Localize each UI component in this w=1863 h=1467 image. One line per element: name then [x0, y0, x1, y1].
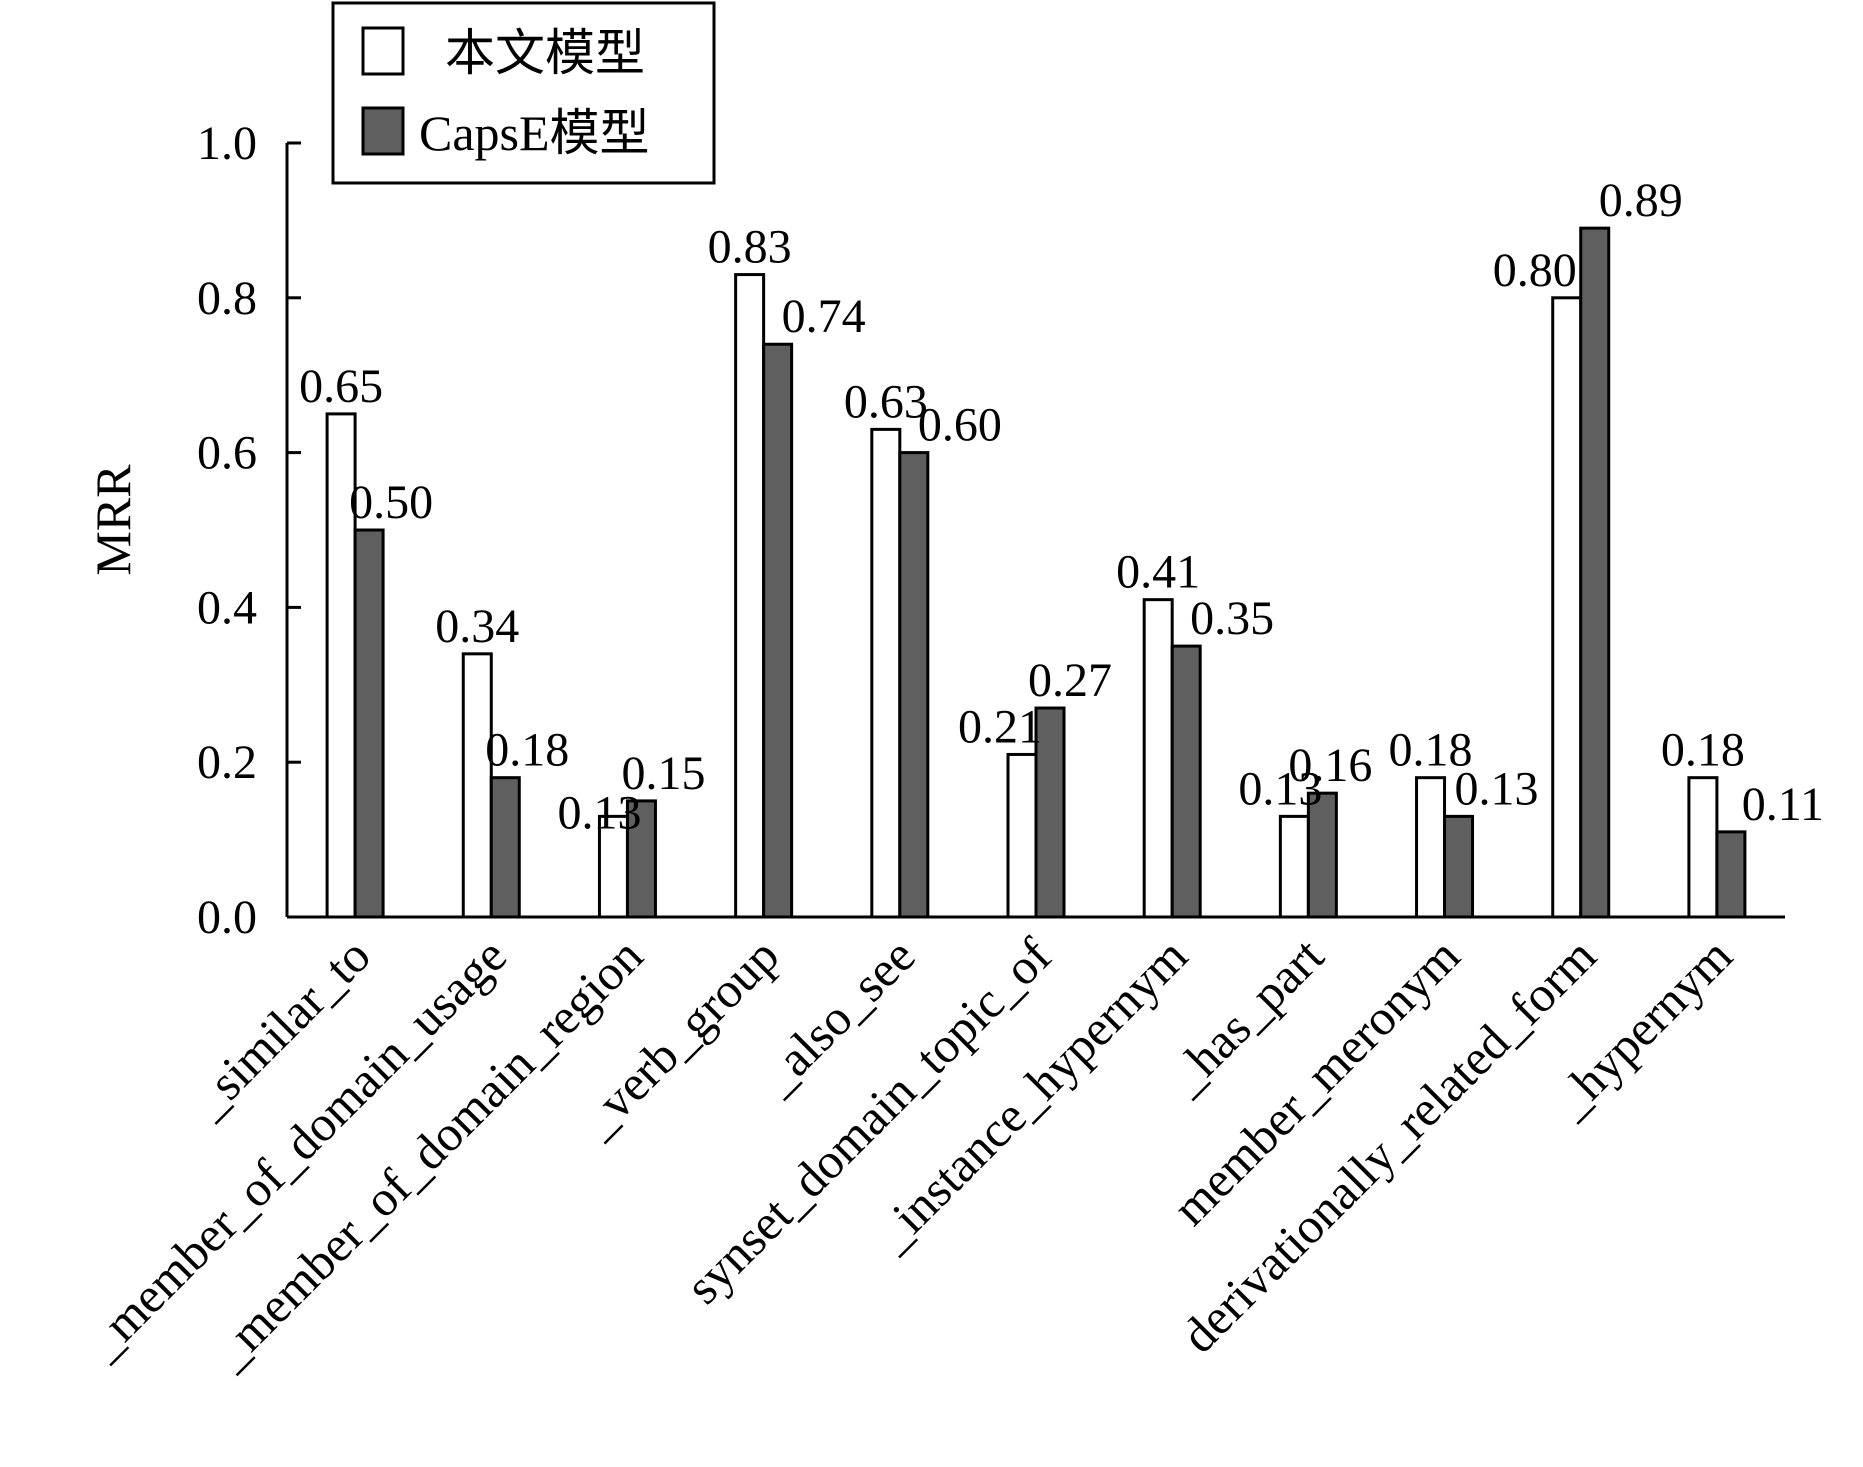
bar-series-2-9	[1579, 226, 1611, 919]
y-tick-label-5: 1.0	[197, 117, 257, 170]
legend-swatch-series-1	[361, 26, 405, 76]
bar-series-2-0	[353, 528, 385, 919]
data-label-series-2-9: 0.89	[1599, 174, 1683, 227]
data-label-series-2-3: 0.74	[782, 290, 866, 343]
data-label-series-2-7: 0.16	[1288, 739, 1372, 792]
bar-series-2-7	[1306, 791, 1338, 919]
bar-series-1-1	[461, 652, 493, 919]
bar-series-2-8	[1443, 814, 1475, 919]
data-label-series-1-2: 0.13	[557, 786, 641, 839]
y-ticks: 0.0 0.2 0.4 0.6 0.8 1.0	[197, 117, 301, 944]
data-label-series-2-0: 0.50	[349, 476, 433, 529]
bar-series-2-4	[898, 451, 930, 919]
bars	[325, 226, 1747, 919]
y-tick-label-1: 0.2	[197, 736, 257, 789]
data-label-series-1-0: 0.65	[299, 360, 383, 413]
y-tick-label-0: 0.0	[197, 891, 257, 944]
bar-series-2-3	[762, 342, 794, 919]
legend: 本文模型 CapsE模型	[331, 1, 716, 185]
data-label-series-2-10: 0.11	[1742, 778, 1824, 831]
bar-series-1-4	[870, 427, 902, 919]
bar-series-2-5	[1034, 706, 1066, 919]
data-label-series-2-2: 0.15	[621, 747, 705, 800]
legend-swatch-series-2	[361, 106, 405, 156]
data-label-series-2-4: 0.60	[918, 399, 1002, 452]
bar-series-1-0	[325, 412, 357, 919]
data-label-series-2-6: 0.35	[1190, 592, 1274, 645]
bar-series-2-6	[1170, 644, 1202, 919]
y-tick-label-3: 0.6	[197, 427, 257, 480]
data-label-series-1-10: 0.18	[1661, 724, 1745, 777]
bar-series-2-10	[1715, 830, 1747, 919]
bar-series-1-9	[1551, 296, 1583, 919]
data-label-series-1-7: 0.13	[1238, 762, 1322, 815]
data-label-series-1-9: 0.80	[1493, 244, 1577, 297]
data-label-series-1-4: 0.63	[844, 375, 928, 428]
bar-series-1-6	[1142, 598, 1174, 919]
data-label-series-2-8: 0.13	[1455, 762, 1539, 815]
data-label-series-1-3: 0.83	[708, 221, 792, 274]
legend-label-series-1: 本文模型	[445, 25, 645, 81]
data-label-series-1-1: 0.34	[435, 600, 519, 653]
data-label-series-1-6: 0.41	[1116, 546, 1200, 599]
data-label-series-1-8: 0.18	[1389, 724, 1473, 777]
bar-series-1-3	[734, 273, 766, 919]
y-tick-label-4: 0.8	[197, 272, 257, 325]
bar-series-2-2	[625, 799, 657, 919]
y-tick-label-2: 0.4	[197, 581, 257, 634]
bar-series-1-8	[1415, 776, 1447, 919]
y-axis-label: MRR	[85, 464, 141, 576]
bar-series-1-7	[1278, 814, 1310, 919]
bar-series-1-5	[1006, 752, 1038, 919]
bar-series-1-10	[1687, 776, 1719, 919]
data-label-series-2-5: 0.27	[1028, 654, 1112, 707]
x-ticks: _similar_to_member_of_domain_usage_membe…	[74, 927, 1743, 1380]
legend-label-series-2: CapsE模型	[419, 105, 650, 161]
bar-series-2-1	[489, 776, 521, 919]
data-label-series-2-1: 0.18	[485, 724, 569, 777]
data-labels: 0.650.500.340.180.130.150.830.740.630.60…	[299, 174, 1824, 839]
data-label-series-1-5: 0.21	[958, 700, 1042, 753]
